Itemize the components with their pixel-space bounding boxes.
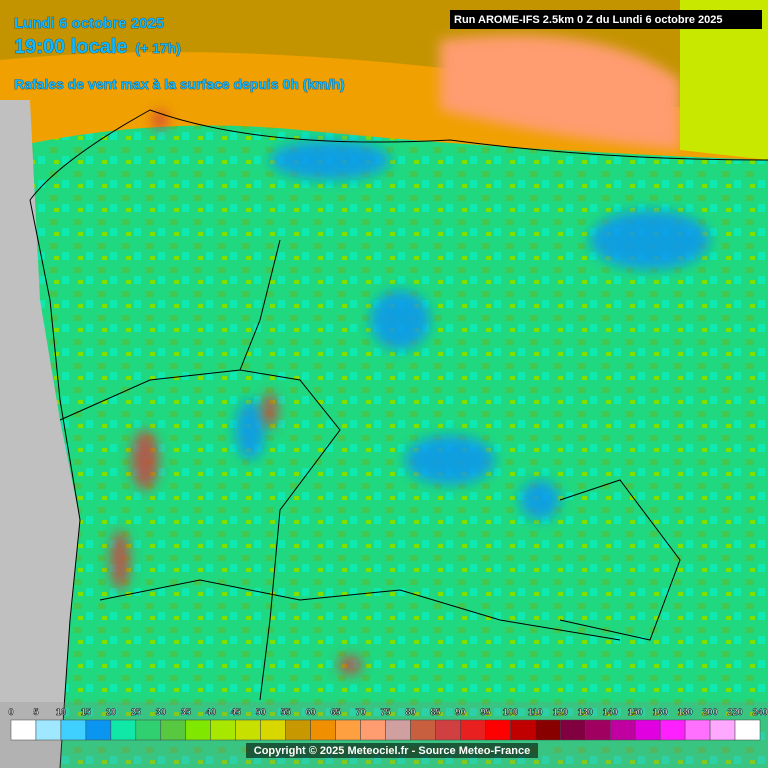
legend-label: 10 (56, 707, 66, 717)
legend: 0 5 10 15 20 25 30 35 40 45 50 55 60 65 70 75 80 85 90 95 10… (8, 707, 768, 741)
legend-label: 100 (503, 707, 518, 717)
offset: (+ 17h) (135, 40, 181, 56)
legend-swatch (659, 719, 686, 741)
legend-label: 75 (380, 707, 390, 717)
sea-band-east (680, 0, 768, 160)
legend-label: 45 (231, 707, 241, 717)
legend-swatch (235, 719, 261, 741)
legend-swatch (609, 719, 636, 741)
legend-swatch (160, 719, 187, 741)
legend-swatch (110, 719, 137, 741)
legend-label: 180 (678, 707, 693, 717)
legend-swatch (584, 719, 611, 741)
legend-swatch (485, 719, 511, 741)
borders (29, 109, 768, 769)
legend-swatch (285, 719, 311, 741)
legend-swatch (185, 719, 211, 741)
legend-label: 30 (156, 707, 166, 717)
copyright-box (246, 743, 538, 758)
legend-swatch (535, 719, 561, 741)
legend-swatch (10, 719, 37, 741)
date: Lundi 6 octobre 2025 (14, 15, 164, 32)
legend-label: 240 (752, 707, 767, 717)
legend-label: 120 (553, 707, 568, 717)
legend-swatch (734, 719, 761, 741)
legend-swatch (709, 719, 736, 741)
legend-label: 200 (703, 707, 718, 717)
legend-label: 65 (331, 707, 341, 717)
land-field (0, 125, 768, 768)
legend-label: 5 (33, 707, 38, 717)
legend-label: 25 (131, 707, 141, 717)
legend-label: 0 (8, 707, 13, 717)
legend-swatch (435, 719, 461, 741)
time-line: 19:00 locale (+ 17h) (14, 36, 181, 58)
legend-swatch (460, 719, 486, 741)
legend-swatch (360, 719, 386, 741)
legend-swatch (684, 719, 711, 741)
legend-swatch (560, 719, 586, 741)
legend-label: 55 (281, 707, 291, 717)
legend-label: 130 (578, 707, 593, 717)
legend-swatch (35, 719, 62, 741)
legend-label: 90 (455, 707, 465, 717)
legend-swatch (410, 719, 436, 741)
legend-label: 60 (306, 707, 316, 717)
legend-label: 70 (356, 707, 366, 717)
legend-label: 15 (81, 707, 91, 717)
legend-label: 80 (405, 707, 415, 717)
legend-label: 40 (206, 707, 216, 717)
legend-label: 110 (528, 707, 543, 717)
legend-label: 20 (106, 707, 116, 717)
legend-label: 150 (628, 707, 643, 717)
legend-swatch (634, 719, 661, 741)
legend-label: 160 (653, 707, 668, 717)
run-box (450, 10, 762, 29)
legend-label: 140 (603, 707, 618, 717)
out-of-domain (0, 100, 80, 768)
run-info: Run AROME-IFS 2.5km 0 Z du Lundi 6 octob… (454, 14, 723, 26)
legend-label: 50 (256, 707, 266, 717)
legend-swatch (260, 719, 286, 741)
legend-swatch (310, 719, 336, 741)
low-gust-zones (235, 140, 710, 520)
legend-swatch (135, 719, 162, 741)
legend-swatch (85, 719, 112, 741)
subtitle: Rafales de vent max à la surface depuis … (14, 76, 345, 92)
legend-label: 95 (480, 707, 490, 717)
legend-swatch (510, 719, 536, 741)
sea-gust-zone (440, 35, 680, 150)
legend-swatch (335, 719, 361, 741)
legend-label: 85 (430, 707, 440, 717)
high-gust-zones (110, 110, 362, 675)
legend-swatch (60, 719, 87, 741)
legend-swatch (385, 719, 411, 741)
legend-label: 220 (728, 707, 743, 717)
time: 19:00 locale (14, 36, 127, 58)
legend-label: 35 (181, 707, 191, 717)
legend-swatch (210, 719, 236, 741)
copyright: Copyright © 2025 Meteociel.fr - Source M… (254, 745, 530, 757)
